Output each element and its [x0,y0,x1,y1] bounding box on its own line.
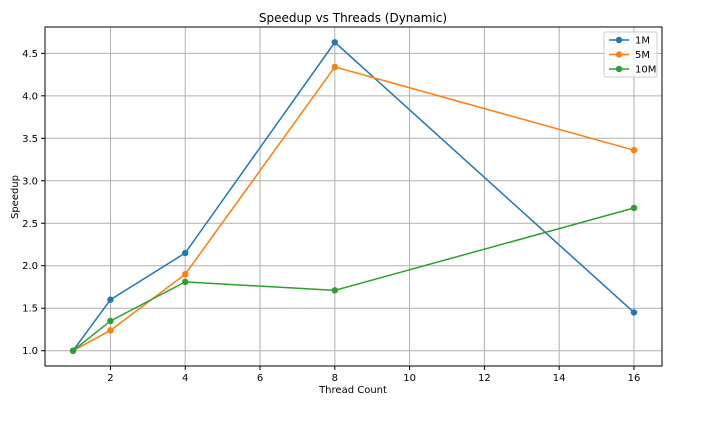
legend-label: 5M [635,50,650,61]
data-point [107,317,114,325]
series-1M [69,39,638,354]
plot-area-frame [44,26,663,367]
x-tick-label: 12 [478,373,491,384]
data-point [107,327,114,334]
legend-label: 1M [635,36,650,47]
data-point [331,39,339,46]
y-tick-label: 3.5 [22,134,38,145]
y-tick-label: 3.0 [22,176,38,187]
y-tick-label: 2.0 [22,261,38,272]
y-tick-label: 1.0 [22,346,38,357]
data-point [182,249,189,257]
grid-lines [45,27,662,366]
data-point [331,287,339,294]
data-point [69,347,77,354]
x-tick-label: 14 [553,373,566,384]
legend-item: 10M [609,65,656,76]
x-tick-label: 16 [628,373,641,384]
x-tick-label: 8 [332,373,338,384]
y-tick-label: 1.5 [22,304,38,315]
axis-ticks: 2 4 6 8 10 12 14 16 1.0 1.5 2.0 2.5 3.0 3.5 4.0 4.5 [22,49,640,384]
data-series [69,39,638,354]
y-tick-label: 2.5 [22,219,38,230]
data-point [630,309,638,316]
series-line [72,207,635,352]
x-tick-label: 10 [403,373,416,384]
data-point [182,278,189,286]
y-tick-label: 4.0 [22,91,38,102]
x-tick-label: 2 [107,373,113,384]
legend: 1M 5M 10M [603,31,658,78]
x-tick-label: 6 [257,373,263,384]
legend-label: 10M [635,65,656,76]
y-tick-label: 4.5 [22,49,38,60]
legend-item: 1M [609,36,650,47]
series-5M [69,63,638,354]
legend-box [603,31,658,78]
data-point [630,204,638,212]
legend-marker [615,36,623,44]
series-10M [69,204,638,354]
y-axis-title: Speedup [10,175,21,219]
legend-item: 5M [609,50,650,61]
legend-marker [615,51,623,58]
legend-marker [615,65,623,73]
data-point [107,296,114,303]
data-point [630,146,638,154]
x-tick-label: 4 [182,373,188,384]
chart-title: Speedup vs Threads (Dynamic) [259,11,447,25]
series-line [72,41,635,352]
data-point [331,63,339,71]
x-axis-title: Thread Count [318,385,387,396]
data-point [182,271,189,278]
